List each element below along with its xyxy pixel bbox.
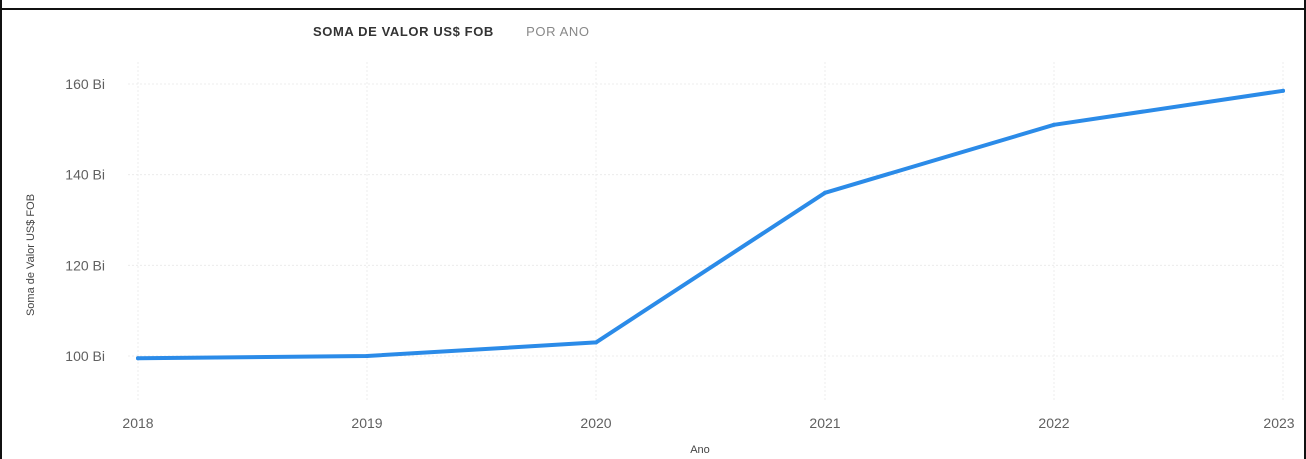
series-layer — [136, 88, 1285, 361]
x-tick-label: 2020 — [580, 415, 611, 431]
data-point — [136, 356, 140, 361]
data-point — [365, 354, 369, 358]
y-axis-label: Soma de Valor US$ FOB — [25, 194, 37, 316]
data-point — [1052, 122, 1056, 127]
x-tick-label: 2023 — [1263, 415, 1294, 431]
x-axis-label: Ano — [690, 444, 710, 456]
y-tick-label: 120 Bi — [65, 257, 105, 273]
chart-title-sub: POR ANO — [526, 24, 590, 39]
x-tick-label: 2019 — [351, 415, 382, 431]
chart-title-main: SOMA DE VALOR US$ FOB — [313, 24, 494, 39]
y-tick-label: 100 Bi — [65, 348, 105, 364]
grid-lines — [128, 62, 1284, 400]
series-line — [136, 88, 1285, 361]
data-point — [1281, 88, 1285, 93]
x-tick-label: 2018 — [122, 415, 153, 431]
x-axis-ticks: 2018 2019 2020 2021 2022 2023 — [122, 415, 1294, 431]
y-axis-ticks: 100 Bi 120 Bi 140 Bi 160 Bi — [65, 76, 105, 364]
data-point — [594, 340, 598, 345]
y-tick-label: 140 Bi — [65, 167, 105, 183]
y-tick-label: 160 Bi — [65, 76, 105, 92]
top-rule — [0, 8, 1306, 10]
x-tick-label: 2021 — [809, 415, 840, 431]
x-tick-label: 2022 — [1038, 415, 1069, 431]
chart-title: SOMA DE VALOR US$ FOB POR ANO — [313, 24, 590, 39]
data-point — [823, 190, 827, 195]
